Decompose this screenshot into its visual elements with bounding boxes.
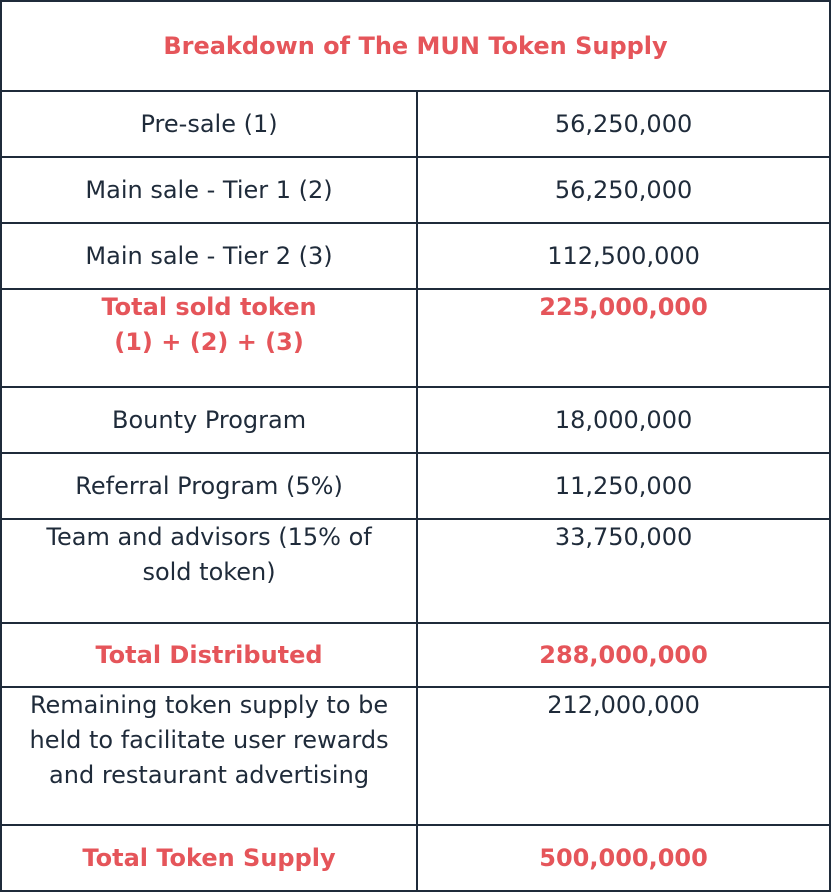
- row-value: 56,250,000: [416, 90, 831, 158]
- label-line: Total Token Supply: [82, 843, 336, 872]
- row-label: Pre-sale (1): [0, 90, 419, 158]
- table-row-total-sold: Total sold token (1) + (2) + (3) 225,000…: [0, 288, 831, 388]
- row-value: 500,000,000: [416, 824, 831, 892]
- table-row-main-sale-tier-1: Main sale - Tier 1 (2) 56,250,000: [0, 156, 831, 224]
- row-label: Main sale - Tier 1 (2): [0, 156, 419, 224]
- table-row-team-advisors: Team and advisors (15% of sold token) 33…: [0, 518, 831, 624]
- row-label: Bounty Program: [0, 386, 419, 454]
- label-line: Total sold token: [101, 293, 317, 321]
- row-label: Main sale - Tier 2 (3): [0, 222, 419, 290]
- row-value: 212,000,000: [416, 686, 831, 826]
- row-label: Team and advisors (15% of sold token): [0, 518, 419, 624]
- table-row-main-sale-tier-2: Main sale - Tier 2 (3) 112,500,000: [0, 222, 831, 290]
- label-line: Main sale - Tier 2 (3): [85, 241, 333, 270]
- label-line: Team and advisors (15% of: [46, 523, 372, 551]
- table-row-total-supply: Total Token Supply 500,000,000: [0, 824, 831, 892]
- label-line: Referral Program (5%): [75, 471, 343, 500]
- row-value: 56,250,000: [416, 156, 831, 224]
- label-line: Pre-sale (1): [140, 109, 278, 138]
- table-title: Breakdown of The MUN Token Supply: [0, 0, 831, 92]
- row-label: Remaining token supply to be held to fac…: [0, 686, 419, 826]
- row-value: 288,000,000: [416, 622, 831, 688]
- table-row-presale: Pre-sale (1) 56,250,000: [0, 90, 831, 158]
- row-value: 112,500,000: [416, 222, 831, 290]
- row-value: 33,750,000: [416, 518, 831, 624]
- row-label: Referral Program (5%): [0, 452, 419, 520]
- table-row-bounty: Bounty Program 18,000,000: [0, 386, 831, 454]
- table-row-total-distributed: Total Distributed 288,000,000: [0, 622, 831, 688]
- title-row: Breakdown of The MUN Token Supply: [0, 0, 831, 92]
- table-row-remaining-supply: Remaining token supply to be held to fac…: [0, 686, 831, 826]
- label-line: sold token): [142, 558, 276, 586]
- row-value: 18,000,000: [416, 386, 831, 454]
- label-line: and restaurant advertising: [49, 761, 370, 789]
- label-line: held to facilitate user rewards: [29, 726, 389, 754]
- row-label: Total sold token (1) + (2) + (3): [0, 288, 419, 388]
- label-line: Total Distributed: [95, 640, 323, 669]
- row-label: Total Distributed: [0, 622, 419, 688]
- row-value: 225,000,000: [416, 288, 831, 388]
- label-line: Main sale - Tier 1 (2): [85, 175, 333, 204]
- table-row-referral: Referral Program (5%) 11,250,000: [0, 452, 831, 520]
- label-line: Remaining token supply to be: [29, 691, 389, 719]
- row-value: 11,250,000: [416, 452, 831, 520]
- label-line: Bounty Program: [112, 405, 307, 434]
- row-label: Total Token Supply: [0, 824, 419, 892]
- label-line: (1) + (2) + (3): [114, 328, 304, 356]
